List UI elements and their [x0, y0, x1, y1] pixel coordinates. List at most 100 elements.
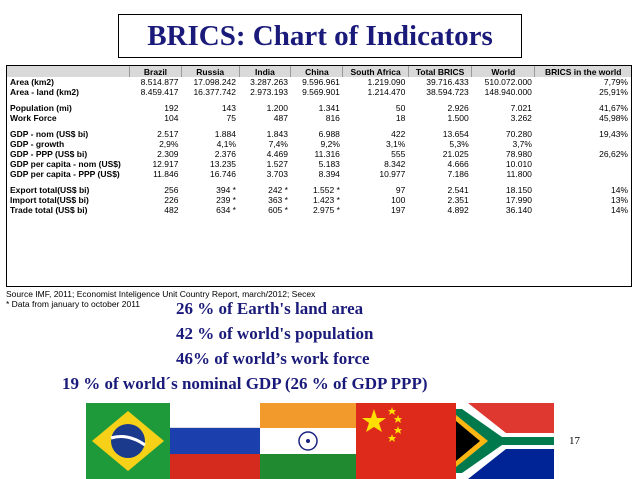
- table-cell: 10.010: [505, 159, 532, 169]
- row-label: GDP - PPP (US$ bi): [10, 149, 88, 159]
- table-cell: 70.280: [505, 129, 532, 139]
- table-cell: 9.569.901: [302, 87, 340, 97]
- table-cell: 8.514.877: [140, 77, 179, 87]
- table-cell: 1.219.090: [367, 77, 406, 87]
- row-label: Import total(US$ bi): [10, 195, 89, 205]
- table-cell: 8.394: [318, 169, 340, 179]
- table-cell: 2.376: [214, 149, 236, 159]
- table-cell: 1.843: [266, 129, 288, 139]
- table-cell: 816: [325, 113, 340, 123]
- table-cell: 1.214.470: [367, 87, 406, 97]
- table-cell: 192: [164, 103, 179, 113]
- table-row: GDP per capita - PPP (US$) 11.846 16.746 3.…: [7, 169, 631, 179]
- table-cell: 7.186: [447, 169, 469, 179]
- table-cell: 11.800: [506, 169, 532, 179]
- table-cell: 1.423 *: [312, 195, 340, 205]
- table-row: Work Force 104 75 487 816 18 1.500 3.262 45,98%: [7, 113, 631, 123]
- table-cell: 41,67%: [599, 103, 628, 113]
- table-row: Population (mi) 192 143 1.200 1.341 50 2.926 7.…: [7, 103, 631, 113]
- table-cell: [535, 139, 631, 149]
- table-cell: 14%: [610, 205, 628, 215]
- source-line: Source IMF, 2011; Economist Inteligence …: [6, 289, 316, 299]
- table-cell: 2.975 *: [312, 205, 340, 215]
- table-cell: 78.980: [505, 149, 532, 159]
- table-row: Export total(US$ bi) 256 394 * 242 * 1.552 *…: [7, 185, 631, 195]
- table-cell: 226: [164, 195, 179, 205]
- table-cell: 3.703: [266, 169, 288, 179]
- table-cell: [535, 169, 631, 179]
- table-cell: 11.846: [153, 169, 179, 179]
- table-cell: 4.892: [447, 205, 469, 215]
- table-cell: [535, 159, 631, 169]
- table-cell: 487: [273, 113, 288, 123]
- table-cell: 2.351: [447, 195, 469, 205]
- table-cell: 11.316: [314, 149, 340, 159]
- table-cell: 39.716.433: [426, 77, 469, 87]
- header-cell: China: [290, 66, 343, 77]
- table-cell: 26,62%: [599, 149, 628, 159]
- table-cell: 363 *: [268, 195, 288, 205]
- table-cell: 3.287.263: [250, 77, 288, 87]
- table-cell: 2.309: [157, 149, 179, 159]
- table-cell: 45,98%: [599, 113, 628, 123]
- table-cell: 17.098.242: [193, 77, 236, 87]
- table-cell: 18: [395, 113, 406, 123]
- header-cell: Total BRICS: [407, 66, 472, 77]
- table-cell: 2,9%: [159, 139, 179, 149]
- row-label: Area (km2): [10, 77, 54, 87]
- header-cell: BRICS in the world: [534, 66, 631, 77]
- table-cell: 3.262: [510, 113, 532, 123]
- fact-gdp: 19 % of world´s nominal GDP (26 % of GDP…: [62, 374, 428, 393]
- table-cell: 256: [164, 185, 179, 195]
- table-cell: 1.500: [447, 113, 469, 123]
- row-label: GDP - growth: [10, 139, 65, 149]
- table-cell: 6.988: [318, 129, 340, 139]
- table-cell: 4.666: [447, 159, 469, 169]
- page-number: 17: [569, 435, 580, 447]
- table-cell: 8.342: [384, 159, 406, 169]
- table-cell: 14%: [610, 185, 628, 195]
- row-label: GDP per capita - nom (US$): [10, 159, 121, 169]
- table-cell: 13.654: [442, 129, 469, 139]
- table-row: Import total(US$ bi) 226 239 * 363 * 1.423 *…: [7, 195, 631, 205]
- table-cell: 100: [391, 195, 406, 205]
- table-cell: 1.884: [214, 129, 236, 139]
- table-cell: 18.150: [505, 185, 532, 195]
- table-cell: 16.746: [210, 169, 236, 179]
- table-cell: 242 *: [268, 185, 288, 195]
- table-row: GDP - nom (US$ bi) 2.517 1.884 1.843 6.988 42…: [7, 129, 631, 139]
- table-cell: 50: [395, 103, 406, 113]
- table-cell: 4.469: [266, 149, 288, 159]
- table-row: Area - land (km2) 8.459.417 16.377.742 2.97…: [7, 87, 631, 97]
- row-label: GDP - nom (US$ bi): [10, 129, 89, 139]
- table-row: Area (km2) 8.514.877 17.098.242 3.287.263 9.…: [7, 77, 631, 87]
- row-label: Population (mi): [10, 103, 72, 113]
- table-cell: 5,3%: [449, 139, 469, 149]
- source-note: Source IMF, 2011; Economist Inteligence …: [6, 289, 315, 309]
- footnote-line: * Data from january to october 2011: [6, 299, 141, 309]
- table-cell: 7.021: [510, 103, 532, 113]
- table-cell: 510.072.000: [484, 77, 532, 87]
- table-cell: 197: [391, 205, 406, 215]
- table-cell: 9.596.961: [302, 77, 340, 87]
- table-cell: 21.025: [442, 149, 469, 159]
- header-cell: India: [238, 66, 291, 77]
- table-cell: 2.926: [447, 103, 469, 113]
- indicators-table: Brazil Russia India China South Africa T…: [6, 65, 632, 287]
- table-cell: 75: [226, 113, 236, 123]
- table-cell: 1.200: [266, 103, 288, 113]
- table-cell: 422: [391, 129, 406, 139]
- header-cell: South Africa: [342, 66, 409, 77]
- header-cell: [7, 66, 130, 77]
- china-flag: [356, 403, 456, 479]
- table-cell: 1.552 *: [312, 185, 340, 195]
- table-cell: 17.990: [505, 195, 532, 205]
- table-cell: 4,1%: [216, 139, 236, 149]
- table-cell: 555: [391, 149, 406, 159]
- brics-flags: [86, 403, 554, 479]
- table-row: GDP per capita - nom (US$) 12.917 13.235 1.…: [7, 159, 631, 169]
- table-cell: 1.527: [266, 159, 288, 169]
- fact-land-area: 26 % of Earth's land area: [176, 299, 364, 318]
- table-cell: 7,4%: [268, 139, 288, 149]
- header-cell: World: [471, 66, 535, 77]
